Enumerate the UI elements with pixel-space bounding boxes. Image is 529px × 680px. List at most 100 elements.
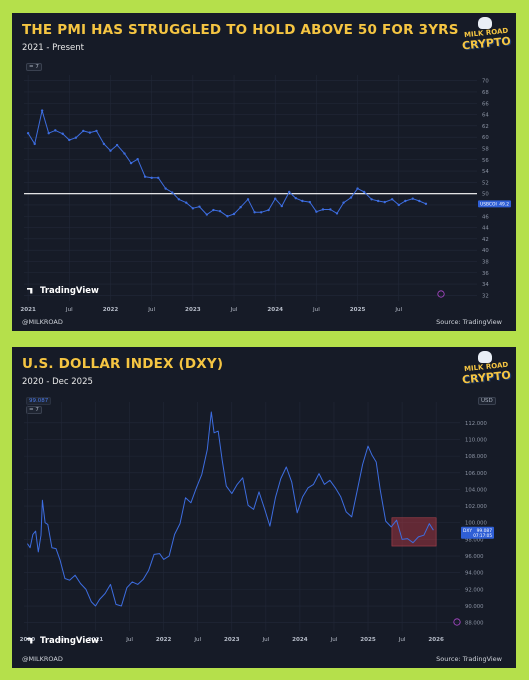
- data-point: [109, 149, 112, 152]
- x-tick-label: Jul: [398, 637, 406, 643]
- pmi-chart-subtitle: 2021 - Present: [22, 43, 84, 53]
- data-point: [198, 205, 201, 208]
- tradingview-label: TradingView: [40, 636, 99, 646]
- data-point: [356, 187, 359, 190]
- price-tag: [478, 200, 511, 208]
- tradingview-logo: TradingView: [27, 636, 99, 646]
- y-tick-label: 42: [482, 237, 489, 243]
- x-tick-label: 2025: [360, 637, 376, 643]
- data-point: [267, 208, 270, 212]
- y-tick-label: 34: [482, 282, 489, 288]
- x-tick-label: 2021: [88, 637, 104, 643]
- data-point: [68, 138, 71, 142]
- data-point: [349, 196, 353, 199]
- data-point: [253, 211, 256, 214]
- price-tag: [461, 526, 494, 539]
- milkroad-logo-2: MILK ROAD CRYPTO: [458, 351, 511, 391]
- tradingview-icon: [27, 637, 33, 644]
- data-point: [33, 142, 36, 146]
- data-point: [95, 129, 98, 133]
- data-point: [362, 190, 366, 194]
- y-tick-label: 106.000: [465, 471, 488, 477]
- y-tick-label: 64: [482, 113, 489, 119]
- data-point: [280, 204, 283, 208]
- data-point: [315, 210, 318, 213]
- price-tag-value: 99.087: [477, 528, 493, 534]
- y-tick-label: 58: [482, 146, 489, 152]
- data-point: [288, 190, 291, 194]
- data-point: [26, 131, 30, 135]
- y-tick-label: 54: [482, 169, 489, 175]
- data-point: [185, 201, 188, 204]
- x-tick-label: 2024: [292, 637, 308, 643]
- x-tick-label: 2025: [350, 307, 366, 313]
- price-tag-symbol: DXY: [463, 528, 472, 534]
- data-point: [136, 157, 139, 161]
- y-tick-label: 94.000: [465, 571, 484, 577]
- handle-label: @MILKROAD: [22, 655, 63, 663]
- data-point: [376, 199, 380, 203]
- data-point: [335, 212, 339, 215]
- data-point: [88, 131, 92, 134]
- dxy-chart-title: U.S. DOLLAR INDEX (DXY): [22, 356, 224, 372]
- data-point: [342, 201, 345, 204]
- y-tick-label: 104.000: [465, 487, 488, 493]
- y-tick-label: 92.000: [465, 587, 484, 593]
- data-point: [294, 196, 297, 200]
- data-point: [218, 209, 222, 213]
- cow-icon: [478, 17, 492, 29]
- handle-label: @MILKROAD: [22, 318, 63, 326]
- data-point: [212, 208, 215, 212]
- y-tick-label: 96.000: [465, 554, 484, 560]
- currency-selector[interactable]: USD: [478, 397, 496, 405]
- data-point: [171, 191, 174, 194]
- pmi-chart-title: THE PMI HAS STRUGGLED TO HOLD ABOVE 50 F…: [22, 22, 459, 38]
- data-point: [226, 215, 229, 218]
- data-point: [308, 200, 312, 204]
- data-point: [424, 202, 428, 206]
- x-tick-label: 2022: [156, 637, 172, 643]
- data-point: [260, 211, 263, 214]
- data-point: [370, 198, 373, 201]
- y-tick-label: 38: [482, 259, 489, 265]
- data-point: [191, 207, 195, 210]
- data-point: [143, 175, 147, 178]
- pmi-panel: THE PMI HAS STRUGGLED TO HOLD ABOVE 50 F…: [12, 13, 516, 331]
- pmi-line-chart: 7068666462605856545250484644424038363432…: [20, 75, 511, 313]
- price-tag-time: 07:17:05: [473, 533, 492, 538]
- x-tick-label: Jul: [125, 637, 133, 643]
- data-point: [404, 199, 407, 203]
- data-point: [157, 176, 160, 180]
- data-point: [397, 203, 400, 207]
- indicator-toggle[interactable]: = 7: [26, 63, 42, 71]
- data-point: [239, 206, 242, 209]
- y-tick-label: 50: [482, 192, 489, 198]
- event-icon: [437, 290, 445, 298]
- data-point: [329, 208, 332, 211]
- x-tick-label: 2020: [20, 637, 36, 643]
- y-tick-label: 60: [482, 135, 489, 141]
- x-tick-label: 2021: [20, 307, 36, 313]
- y-tick-label: 62: [482, 124, 489, 130]
- milkroad-logo: MILK ROAD CRYPTO: [458, 17, 511, 57]
- y-tick-label: 66: [482, 101, 489, 107]
- y-tick-label: 112.000: [465, 421, 488, 427]
- y-tick-label: 44: [482, 226, 489, 232]
- series-line: [27, 110, 427, 217]
- x-tick-label: Jul: [57, 637, 65, 643]
- price-tag-value: 49.2: [499, 202, 509, 208]
- indicator-toggle[interactable]: = 7: [26, 406, 42, 414]
- y-tick-label: 36: [482, 271, 489, 277]
- data-point: [205, 213, 209, 216]
- source-label: Source: TradingView: [436, 318, 502, 326]
- data-point: [321, 208, 325, 211]
- data-point: [246, 198, 250, 201]
- data-point: [383, 200, 386, 204]
- y-tick-label: 68: [482, 90, 489, 96]
- x-tick-label: 2023: [185, 307, 201, 313]
- y-tick-label: 110.000: [465, 437, 488, 443]
- data-point: [418, 199, 421, 203]
- x-tick-label: Jul: [394, 307, 402, 313]
- data-point: [40, 109, 44, 112]
- event-icon: [453, 618, 461, 626]
